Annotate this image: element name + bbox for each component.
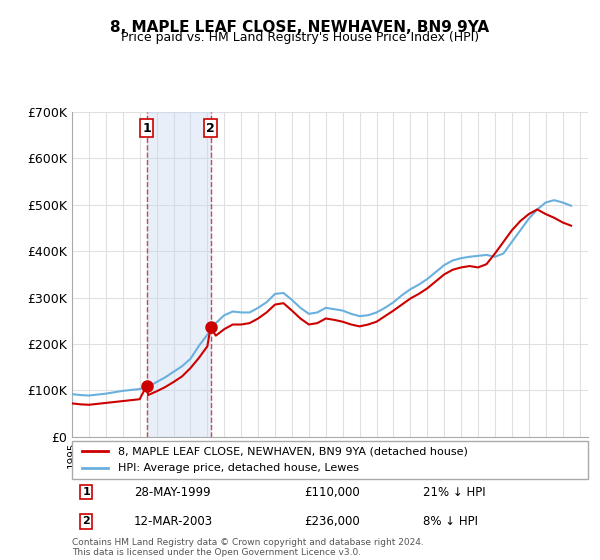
FancyBboxPatch shape bbox=[72, 441, 588, 479]
Text: £110,000: £110,000 bbox=[304, 486, 360, 499]
Text: 8, MAPLE LEAF CLOSE, NEWHAVEN, BN9 9YA (detached house): 8, MAPLE LEAF CLOSE, NEWHAVEN, BN9 9YA (… bbox=[118, 446, 469, 456]
Text: Price paid vs. HM Land Registry's House Price Index (HPI): Price paid vs. HM Land Registry's House … bbox=[121, 31, 479, 44]
Text: 2: 2 bbox=[206, 122, 215, 135]
Text: 21% ↓ HPI: 21% ↓ HPI bbox=[423, 486, 485, 499]
Bar bbox=[146, 112, 211, 437]
Text: 1: 1 bbox=[82, 487, 90, 497]
Text: £236,000: £236,000 bbox=[304, 515, 360, 528]
Text: HPI: Average price, detached house, Lewes: HPI: Average price, detached house, Lewe… bbox=[118, 463, 359, 473]
Text: Contains HM Land Registry data © Crown copyright and database right 2024.
This d: Contains HM Land Registry data © Crown c… bbox=[72, 538, 424, 557]
Text: 2: 2 bbox=[82, 516, 90, 526]
Text: 1: 1 bbox=[142, 122, 151, 135]
Text: 8% ↓ HPI: 8% ↓ HPI bbox=[423, 515, 478, 528]
Text: 8, MAPLE LEAF CLOSE, NEWHAVEN, BN9 9YA: 8, MAPLE LEAF CLOSE, NEWHAVEN, BN9 9YA bbox=[110, 20, 490, 35]
Text: 28-MAY-1999: 28-MAY-1999 bbox=[134, 486, 211, 499]
Text: 12-MAR-2003: 12-MAR-2003 bbox=[134, 515, 213, 528]
